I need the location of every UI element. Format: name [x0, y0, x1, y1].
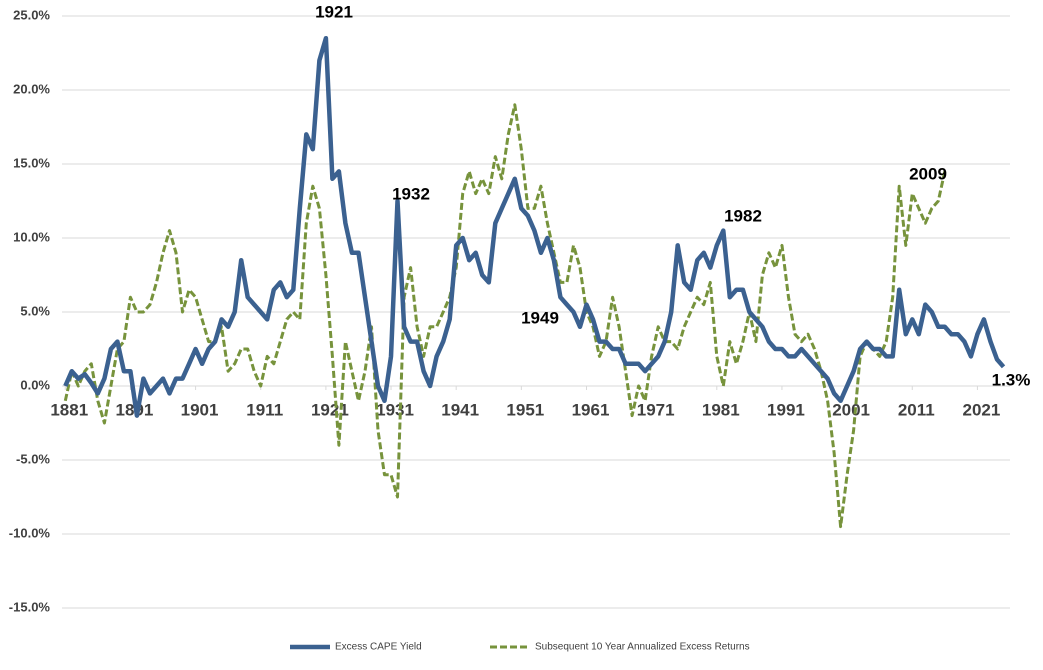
y-tick-label: -15.0% — [9, 599, 51, 614]
legend-label: Subsequent 10 Year Annualized Excess Ret… — [535, 642, 750, 653]
x-tick-label: 1981 — [702, 400, 740, 419]
y-tick-label: 5.0% — [20, 303, 50, 318]
series-line — [63, 35, 1006, 418]
annotation: 1949 — [521, 308, 559, 327]
annotation: 1932 — [392, 184, 430, 203]
y-tick-label: -5.0% — [16, 451, 50, 466]
x-tick-label: 2001 — [832, 400, 870, 419]
x-tick-label: 1921 — [311, 400, 349, 419]
y-tick-label: 25.0% — [13, 7, 50, 22]
x-tick-label: 2011 — [898, 400, 935, 419]
x-tick-label: 1961 — [572, 400, 610, 419]
y-tick-label: 15.0% — [13, 155, 50, 170]
annotation: 1.3% — [992, 370, 1031, 389]
y-tick-label: 20.0% — [13, 81, 50, 96]
x-tick-label: 1951 — [506, 400, 544, 419]
annotation: 1982 — [724, 206, 762, 225]
annotation: 2009 — [909, 164, 947, 183]
x-tick-label: 1881 — [50, 400, 88, 419]
x-tick-label: 1911 — [246, 400, 283, 419]
annotation: 1921 — [315, 2, 353, 21]
x-tick-label: 1901 — [181, 400, 219, 419]
x-tick-label: 1991 — [767, 400, 805, 419]
x-tick-label: 1931 — [376, 400, 414, 419]
x-tick-label: 1971 — [637, 400, 675, 419]
legend-label: Excess CAPE Yield — [335, 642, 422, 653]
y-tick-label: -10.0% — [9, 525, 51, 540]
x-tick-label: 1941 — [441, 400, 479, 419]
y-tick-label: 0.0% — [20, 377, 50, 392]
y-tick-label: 10.0% — [13, 229, 50, 244]
x-tick-label: 2021 — [963, 400, 1001, 419]
series-line — [63, 103, 947, 529]
